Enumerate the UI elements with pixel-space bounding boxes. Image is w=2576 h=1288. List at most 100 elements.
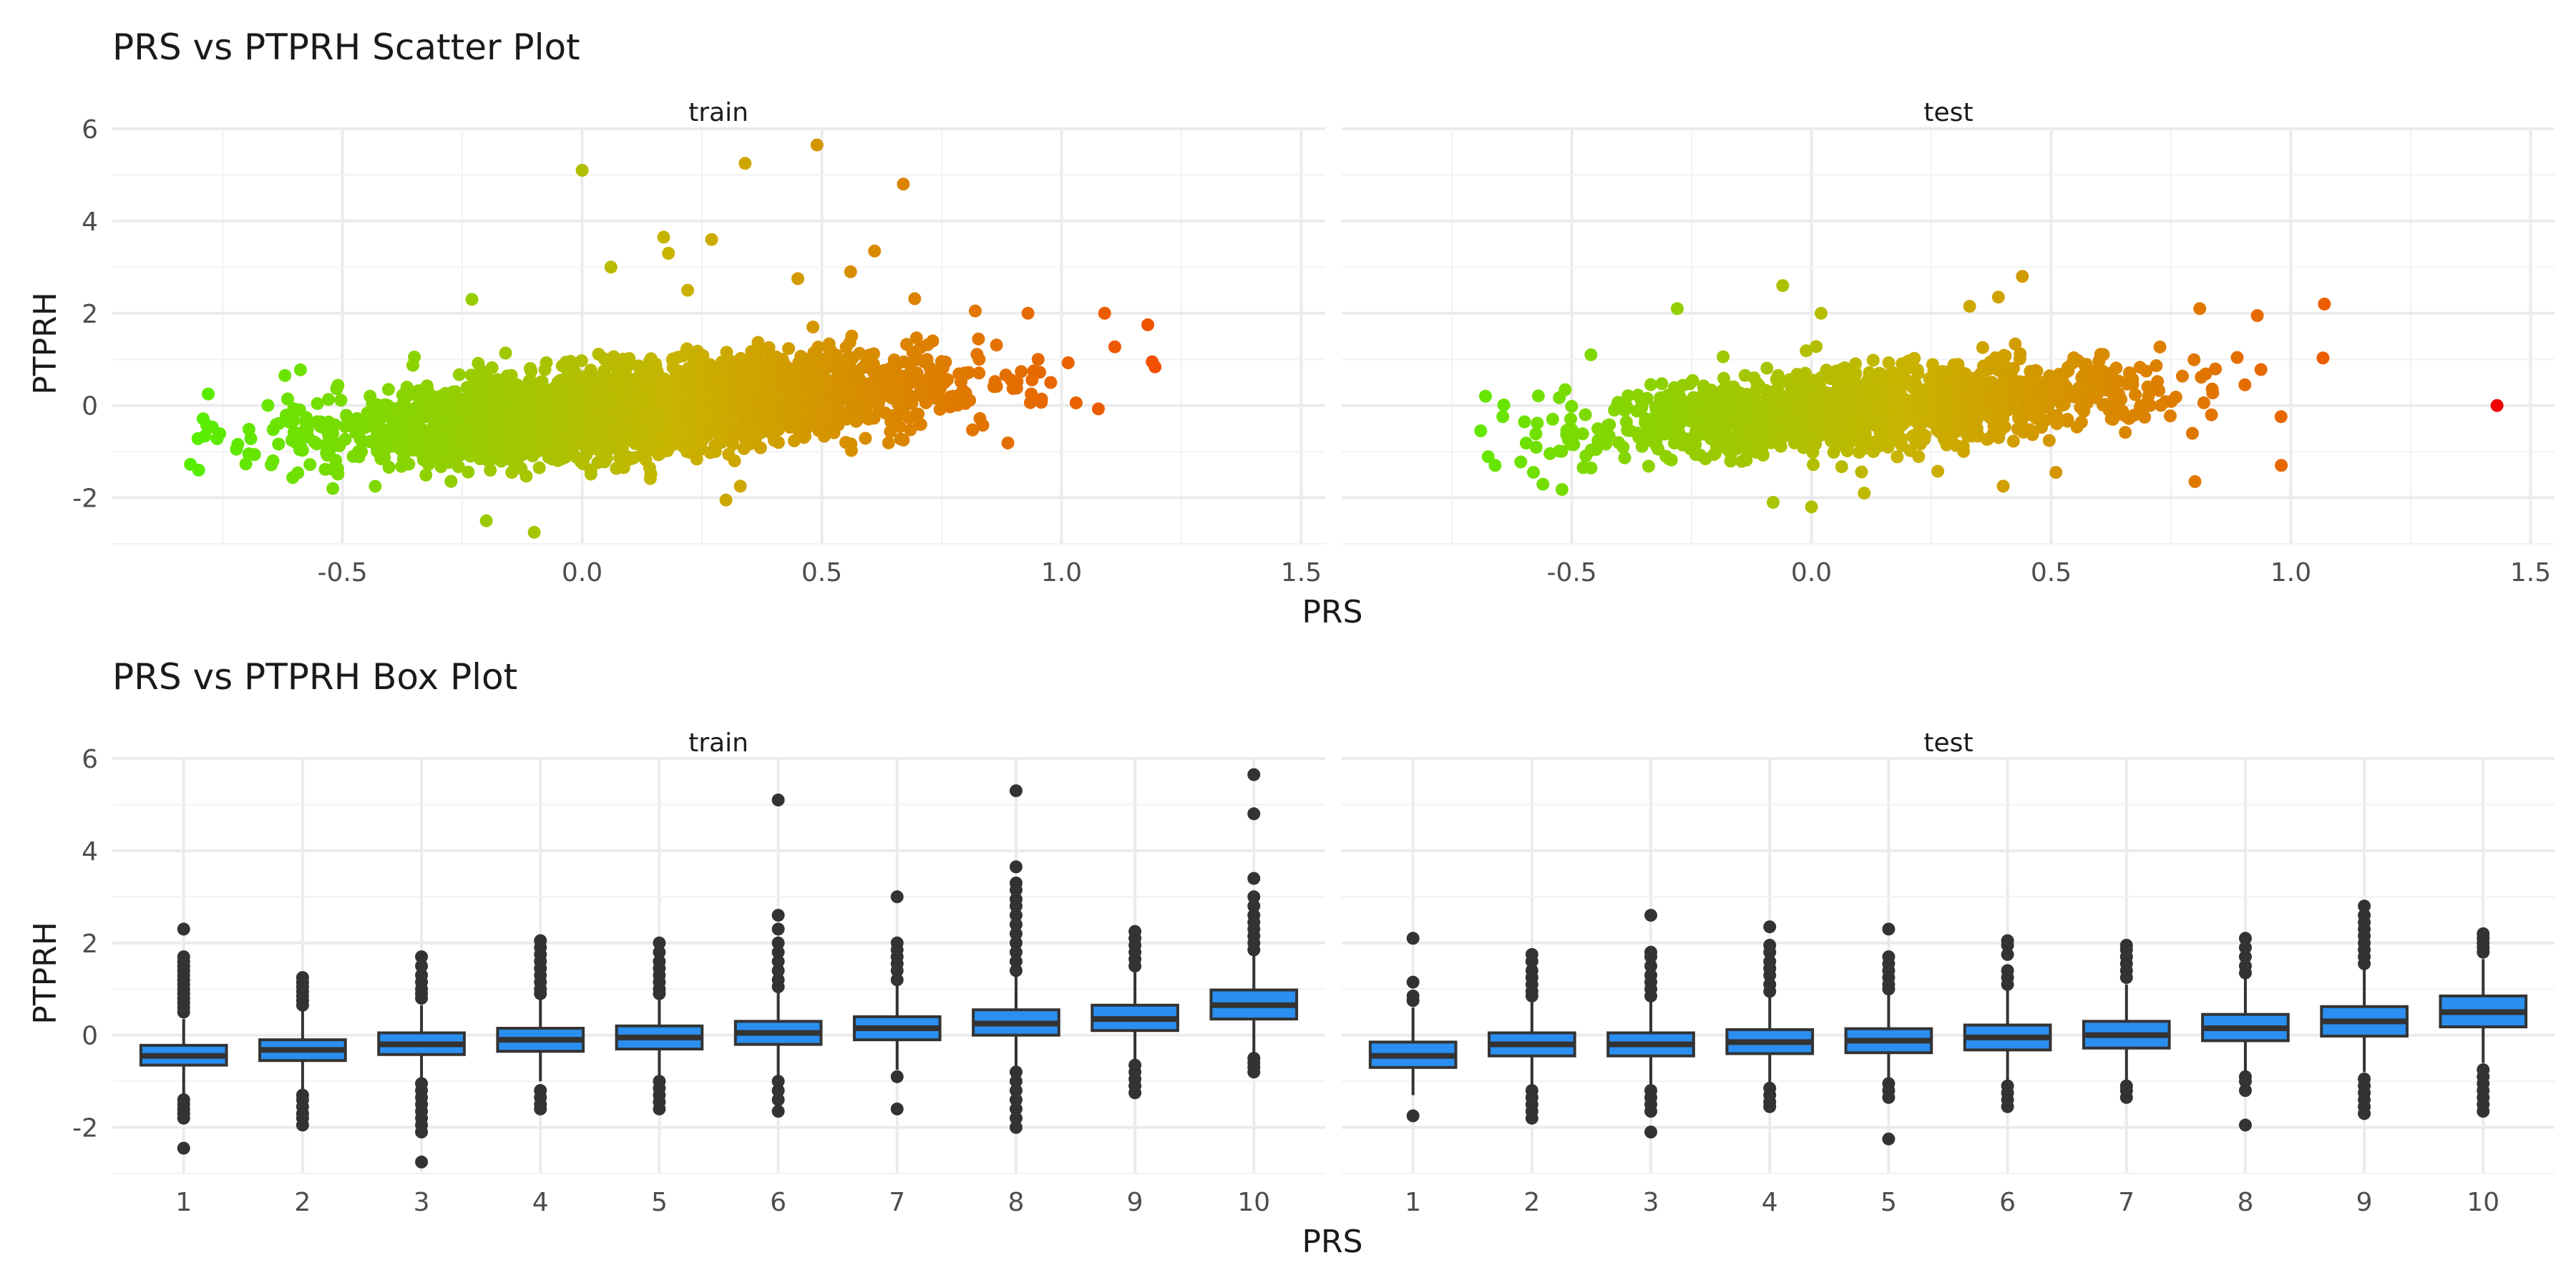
box-x-tick-label: 6 <box>770 1188 786 1217</box>
scatter-point <box>907 376 921 389</box>
scatter-y-tick-label: 6 <box>82 115 98 145</box>
scatter-point <box>469 392 483 405</box>
scatter-point <box>898 388 912 401</box>
scatter-point <box>1950 379 1963 393</box>
scatter-point <box>1527 466 1540 479</box>
scatter-point <box>1616 440 1630 454</box>
scatter-point <box>599 384 613 397</box>
scatter-point <box>414 390 428 404</box>
scatter-point <box>919 396 932 409</box>
scatter-point <box>2006 434 2020 448</box>
scatter-point <box>567 417 580 431</box>
scatter-point <box>386 427 399 441</box>
scatter-point <box>776 353 789 366</box>
scatter-point <box>1770 373 1783 386</box>
scatter-point <box>2016 270 2029 283</box>
scatter-point <box>2197 396 2210 409</box>
scatter-point <box>431 442 444 456</box>
scatter-point <box>776 373 789 386</box>
scatter-point <box>1649 419 1663 433</box>
scatter-point <box>1778 413 1792 426</box>
scatter-point <box>755 411 769 425</box>
scatter-point <box>662 247 675 260</box>
scatter-point <box>681 283 694 297</box>
scatter-point <box>1993 399 2006 412</box>
scatter-point <box>900 338 913 351</box>
scatter-point <box>889 381 903 394</box>
scatter-point <box>369 398 383 411</box>
scatter-point <box>687 434 701 447</box>
scatter-point <box>794 411 808 425</box>
scatter-point <box>1805 500 1818 514</box>
scatter-point <box>510 456 524 469</box>
scatter-point <box>1766 404 1780 417</box>
scatter-point <box>1671 414 1684 428</box>
scatter-point <box>1474 424 1488 438</box>
scatter-point <box>1893 402 1906 416</box>
scatter-point <box>1978 404 1991 418</box>
scatter-point <box>831 376 844 390</box>
scatter-point <box>485 361 499 374</box>
scatter-point <box>1519 436 1533 450</box>
box-x-tick-label: 5 <box>651 1188 668 1217</box>
scatter-points-test <box>1474 270 2504 514</box>
scatter-point <box>768 391 781 405</box>
scatter-point <box>753 441 767 454</box>
scatter-point <box>1800 421 1814 434</box>
scatter-point <box>1694 391 1707 404</box>
scatter-point <box>1724 454 1737 468</box>
scatter-point <box>913 418 927 431</box>
scatter-point <box>913 387 926 400</box>
scatter-point <box>648 358 662 371</box>
scatter-point <box>1839 403 1853 416</box>
scatter-point <box>2008 383 2021 396</box>
scatter-point <box>501 369 514 383</box>
scatter-point <box>2490 399 2504 412</box>
scatter-y-axis-title: PTPRH <box>27 292 64 395</box>
scatter-point <box>502 414 515 427</box>
scatter-point <box>620 423 634 436</box>
scatter-point <box>2108 384 2121 396</box>
box-y-tick-label: 4 <box>82 837 98 867</box>
scatter-point <box>2072 381 2086 394</box>
scatter-point <box>806 321 820 333</box>
box-x-tick-label: 9 <box>1127 1188 1143 1217</box>
scatter-point <box>789 382 802 396</box>
scatter-point <box>278 369 292 382</box>
scatter-x-tick-label: 0.0 <box>562 558 602 587</box>
scatter-point <box>1931 464 1945 478</box>
scatter-point <box>1963 300 1976 313</box>
scatter-point <box>741 369 754 382</box>
box-x-tick-label: 8 <box>1008 1188 1024 1217</box>
scatter-point <box>322 393 335 406</box>
scatter-point <box>419 468 433 482</box>
scatter-point <box>2023 423 2036 436</box>
scatter-point <box>907 346 921 360</box>
scatter-point <box>1825 404 1839 418</box>
scatter-point <box>562 448 575 462</box>
scatter-point <box>266 423 280 436</box>
scatter-point <box>2047 392 2061 406</box>
scatter-point <box>1481 450 1495 464</box>
scatter-point <box>1830 364 1843 378</box>
scatter-point <box>1912 450 1926 464</box>
scatter-point <box>2014 347 2027 361</box>
scatter-point <box>1488 459 1502 472</box>
scatter-point <box>1558 383 1572 396</box>
scatter-point <box>484 464 497 477</box>
scatter-point <box>499 398 513 411</box>
scatter-point <box>1913 395 1926 409</box>
scatter-point <box>552 386 565 400</box>
scatter-point <box>1815 407 1828 421</box>
scatter-point <box>526 449 540 463</box>
scatter-point <box>230 442 243 456</box>
scatter-point <box>727 378 741 391</box>
scatter-point <box>411 413 425 426</box>
scatter-point <box>595 410 609 424</box>
scatter-point <box>972 366 986 380</box>
scatter-point <box>941 373 955 386</box>
scatter-point <box>1689 448 1702 462</box>
scatter-point <box>716 401 729 414</box>
